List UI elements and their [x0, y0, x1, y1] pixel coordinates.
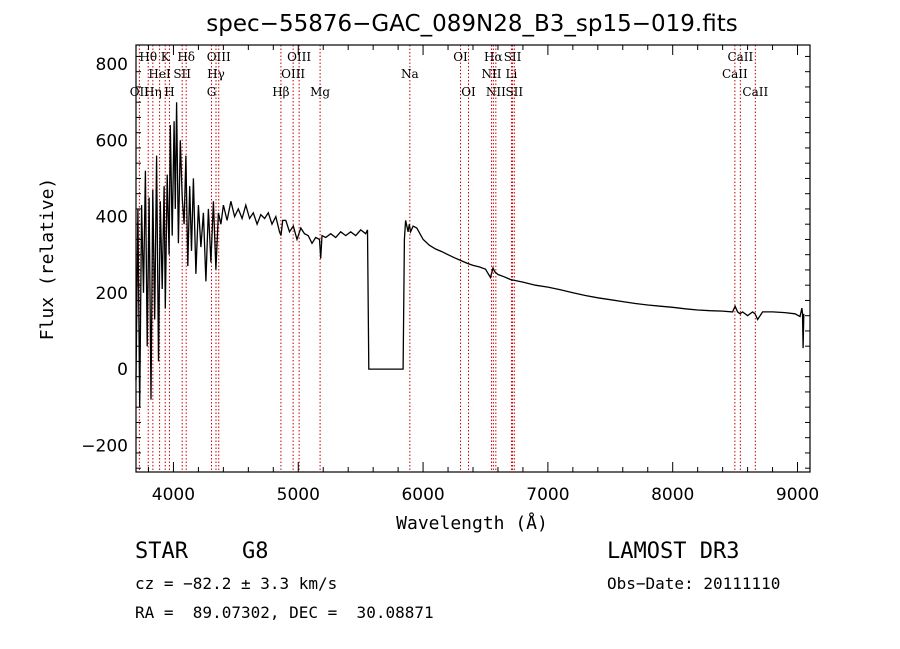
line-label: Hδ [177, 50, 195, 64]
line-label: Hα [484, 50, 503, 64]
y-tick-label: −200 [81, 436, 128, 456]
line-label: G [207, 85, 217, 99]
y-tick-label: 400 [96, 208, 128, 228]
spectral-line-markers [138, 45, 756, 472]
line-label: OII [130, 85, 150, 99]
object-class: STAR [135, 539, 188, 564]
line-label: NII [481, 67, 501, 81]
line-label: SII [505, 85, 523, 99]
y-tick-label: 600 [96, 131, 128, 151]
line-label: Li [506, 67, 518, 81]
spectral-line-labels: OII Hθ Hη HeI K H SII Hδ G Hγ OIII Hβ OIII OIII Mg Na OI… [130, 50, 769, 99]
line-label: H [164, 85, 174, 99]
chart-title: spec−55876−GAC_089N28_B3_sp15−019.fits [206, 11, 737, 37]
line-label: CaII [722, 67, 748, 81]
plot-frame [135, 44, 811, 473]
line-label: OIII [287, 50, 311, 64]
redshift-readout: cz = −82.2 ± 3.3 km/s [135, 574, 338, 593]
y-tick-label: 200 [96, 284, 128, 304]
line-label: OI [453, 50, 468, 64]
x-tick-label: 8000 [651, 485, 694, 505]
x-tick-label: 9000 [776, 485, 819, 505]
x-axis-label: Wavelength (Å) [396, 512, 548, 534]
x-tick-label: 7000 [526, 485, 569, 505]
object-subclass: G8 [242, 539, 269, 564]
line-label: Mg [310, 85, 330, 99]
line-label: OI [461, 85, 476, 99]
survey-name: LAMOST DR3 [607, 539, 740, 564]
line-label: SII [504, 50, 522, 64]
line-label: NII [486, 85, 506, 99]
line-label: Hγ [207, 67, 225, 81]
y-tick-label: 800 [96, 55, 128, 75]
y-tick-label: 0 [117, 360, 128, 380]
line-label: Hη [144, 85, 162, 99]
line-label: Na [401, 67, 419, 81]
x-tick-label: 4000 [152, 485, 195, 505]
line-label: CaII [727, 50, 753, 64]
line-label: Hθ [139, 50, 157, 64]
line-label: CaII [742, 85, 768, 99]
spectrum-chart: spec−55876−GAC_089N28_B3_sp15−019.fits 4… [37, 11, 819, 534]
x-tick-label: 5000 [277, 485, 320, 505]
x-tick-label: 6000 [401, 485, 444, 505]
line-label: Hβ [272, 85, 289, 99]
coordinates: RA = 89.07302, DEC = 30.08871 [135, 603, 434, 622]
line-label: SII [173, 67, 191, 81]
line-label: HeI [148, 67, 171, 81]
line-label: OIII [207, 50, 231, 64]
y-axis-label: Flux (relative) [37, 178, 58, 341]
spectrum-line [135, 102, 805, 408]
line-label: OIII [281, 67, 305, 81]
axes: 4000 5000 6000 7000 8000 9000 −200 0 200 400 600 80… [81, 45, 819, 505]
obs-date: Obs−Date: 20111110 [607, 574, 781, 593]
line-label: K [161, 50, 171, 64]
